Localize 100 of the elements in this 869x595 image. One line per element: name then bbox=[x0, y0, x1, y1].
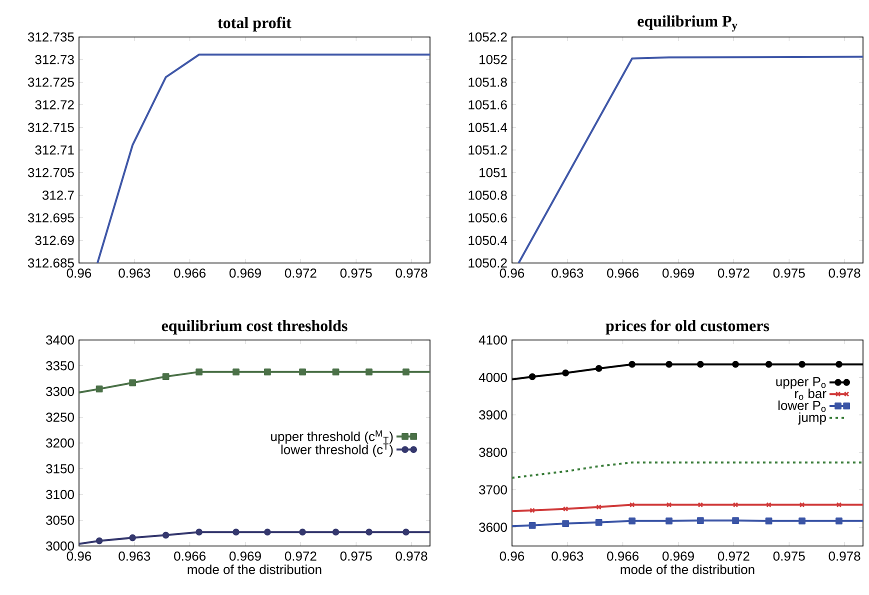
point bbox=[562, 520, 570, 527]
y-tick-label: 312.71 bbox=[35, 145, 74, 155]
y-tick-label: 312.725 bbox=[28, 78, 74, 87]
point bbox=[402, 528, 410, 536]
point bbox=[562, 506, 568, 512]
x-tick-label: 0.963 bbox=[552, 552, 584, 561]
y-tick-label: 3300 bbox=[46, 386, 74, 396]
point bbox=[629, 502, 635, 508]
point bbox=[666, 502, 672, 508]
legend-label: r$_{o}$ bar bbox=[795, 388, 826, 400]
point bbox=[696, 360, 704, 368]
x-tick-label: 0.978 bbox=[396, 268, 428, 278]
y-tick-label: 3100 bbox=[46, 490, 74, 500]
x-tick-label: 0.96 bbox=[500, 268, 524, 278]
x-tick-label: 0.975 bbox=[773, 268, 805, 278]
y-tick-label: 1051.2 bbox=[468, 145, 507, 155]
y-tick-label: 3600 bbox=[479, 522, 507, 532]
x-tick-label: 0.969 bbox=[230, 268, 261, 278]
point bbox=[264, 528, 271, 536]
x-tick-label: 0.972 bbox=[284, 552, 316, 561]
x-tick-label: 0.975 bbox=[340, 552, 372, 561]
point bbox=[595, 365, 602, 372]
x-tick-label: 0.972 bbox=[284, 268, 316, 278]
y-tick-label: 1052 bbox=[480, 54, 507, 64]
point bbox=[332, 368, 340, 376]
x-tick-label: 0.966 bbox=[607, 552, 639, 561]
x-tick-label: 0.96 bbox=[500, 552, 524, 561]
y-tick-label: 1051.6 bbox=[468, 100, 507, 110]
x-tick-label: 0.975 bbox=[773, 552, 805, 561]
y-tick-label: 1051 bbox=[480, 168, 507, 178]
point bbox=[162, 373, 170, 380]
line-series bbox=[512, 461, 864, 479]
point bbox=[129, 379, 136, 386]
point bbox=[798, 360, 806, 368]
x-tick-label: 0.978 bbox=[396, 552, 428, 561]
point bbox=[666, 517, 672, 524]
line-series bbox=[96, 54, 430, 263]
point bbox=[836, 360, 842, 368]
point bbox=[528, 373, 536, 380]
x-tick-label: 0.96 bbox=[66, 552, 92, 561]
x-axis-title: mode of the distribution bbox=[188, 564, 322, 574]
point bbox=[232, 528, 240, 536]
point bbox=[696, 517, 704, 524]
point bbox=[628, 360, 636, 368]
point bbox=[765, 360, 772, 368]
y-tick-label: 312.69 bbox=[35, 236, 74, 246]
y-tick-label: 312.685 bbox=[28, 258, 74, 268]
point bbox=[528, 522, 536, 529]
x-tick-label: 0.969 bbox=[662, 552, 694, 561]
x-tick-label: 0.963 bbox=[118, 552, 150, 561]
point bbox=[732, 517, 739, 524]
point bbox=[698, 502, 704, 508]
x-tick-label: 0.966 bbox=[174, 268, 206, 278]
y-tick-label: 312.73 bbox=[35, 54, 74, 64]
y-tick-label: 1050.8 bbox=[468, 190, 507, 200]
y-tick-label: 4000 bbox=[478, 372, 507, 382]
point bbox=[402, 368, 410, 376]
legend-label: upper P$_{o}$ bbox=[776, 377, 826, 389]
y-tick-label: 4100 bbox=[478, 335, 507, 345]
point bbox=[196, 368, 203, 376]
y-tick-label: 3250 bbox=[46, 412, 74, 422]
point bbox=[628, 517, 636, 524]
point bbox=[530, 508, 535, 514]
y-tick-label: 3200 bbox=[46, 438, 74, 448]
point bbox=[264, 368, 271, 376]
chart-title: equilibrium P$_{y}$ bbox=[638, 15, 738, 32]
y-tick-label: 312.715 bbox=[28, 122, 74, 132]
point bbox=[766, 502, 772, 508]
point bbox=[299, 528, 306, 536]
point bbox=[299, 368, 306, 376]
point bbox=[732, 360, 739, 368]
y-tick-label: 1050.4 bbox=[468, 236, 508, 245]
point bbox=[765, 517, 772, 524]
y-tick-label: 3700 bbox=[479, 485, 507, 494]
x-tick-label: 0.978 bbox=[828, 552, 860, 561]
y-tick-label: 3900 bbox=[479, 410, 507, 420]
chart-title: total profit bbox=[218, 16, 292, 32]
y-tick-label: 3350 bbox=[46, 361, 74, 370]
y-tick-label: 1051.8 bbox=[468, 78, 507, 87]
y-tick-label: 312.7 bbox=[42, 190, 74, 200]
y-tick-label: 312.72 bbox=[35, 100, 74, 110]
y-tick-label: 3400 bbox=[46, 335, 74, 345]
x-tick-label: 0.963 bbox=[552, 268, 584, 278]
point bbox=[96, 537, 103, 544]
point bbox=[595, 518, 602, 526]
point bbox=[836, 502, 842, 508]
y-tick-label: 1050.2 bbox=[468, 258, 507, 268]
point bbox=[96, 385, 103, 392]
point bbox=[799, 502, 805, 508]
point bbox=[129, 534, 136, 542]
y-tick-label: 3150 bbox=[46, 464, 74, 474]
x-axis-title: mode of the distribution bbox=[620, 564, 754, 574]
y-tick-label: 3050 bbox=[46, 516, 74, 525]
y-tick-label: 312.705 bbox=[28, 168, 74, 178]
x-tick-label: 0.975 bbox=[340, 268, 372, 278]
point bbox=[332, 528, 340, 536]
point bbox=[666, 360, 672, 368]
y-tick-label: 3800 bbox=[479, 448, 507, 457]
legend-label: lower P$_{o}$ bbox=[778, 400, 826, 412]
point bbox=[798, 517, 806, 524]
